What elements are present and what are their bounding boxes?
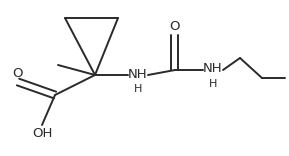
- Text: NH: NH: [203, 63, 223, 76]
- Text: H: H: [134, 84, 142, 94]
- Text: NH: NH: [128, 68, 148, 80]
- Text: O: O: [13, 67, 23, 80]
- Text: OH: OH: [32, 127, 52, 140]
- Text: H: H: [209, 79, 217, 89]
- Text: O: O: [170, 20, 180, 33]
